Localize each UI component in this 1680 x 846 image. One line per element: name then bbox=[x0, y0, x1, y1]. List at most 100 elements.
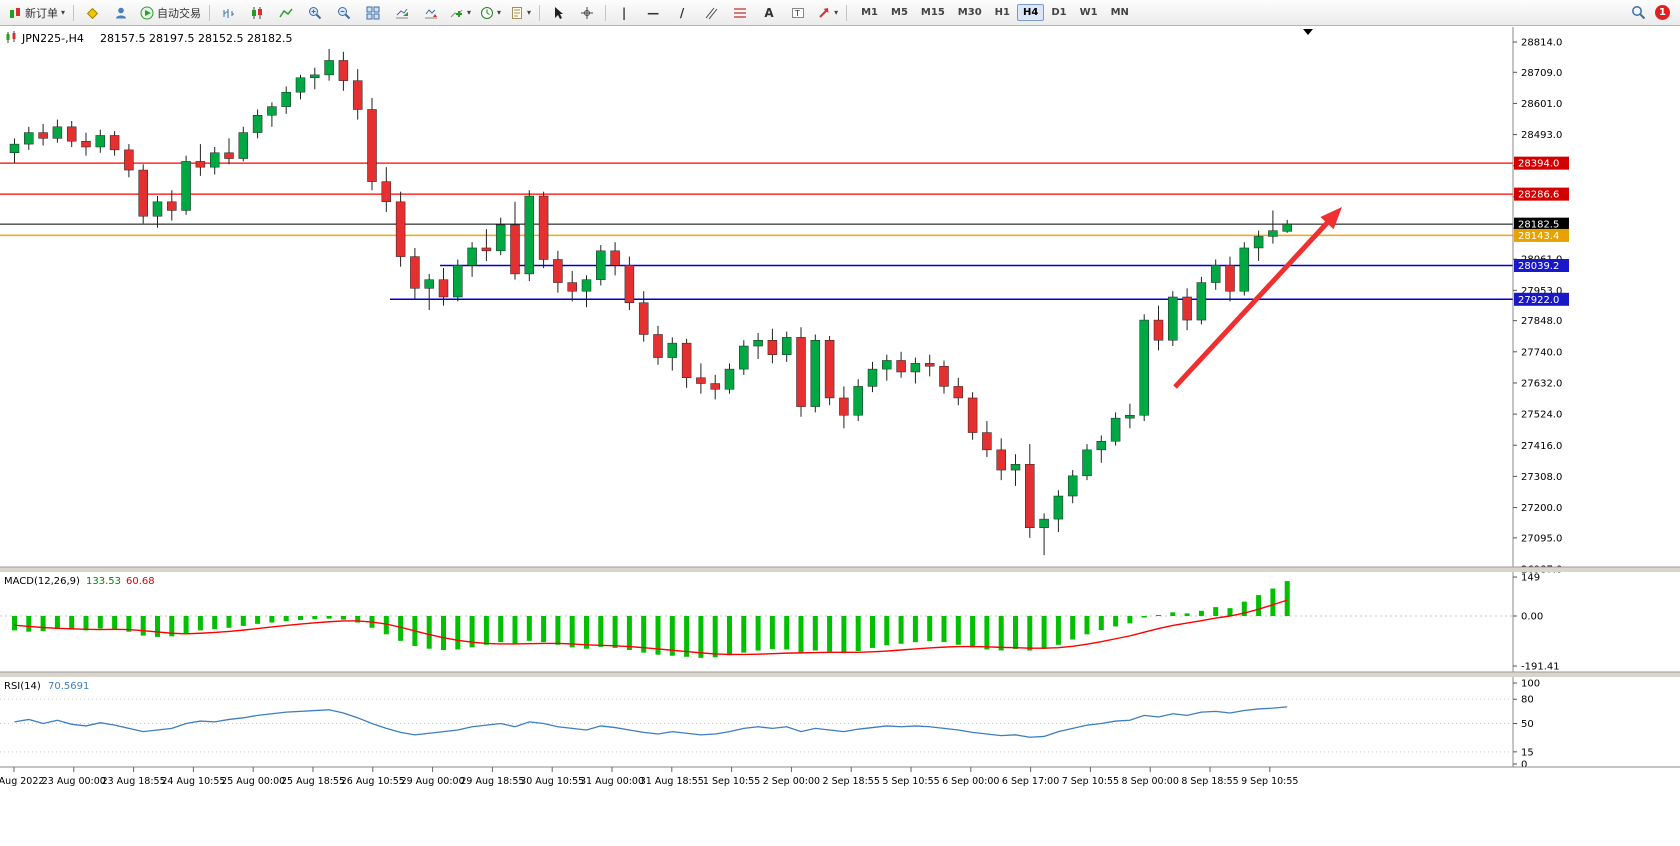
candle-body bbox=[953, 386, 964, 399]
time-label: 26 Aug 10:55 bbox=[341, 776, 405, 787]
macd-histogram-bar bbox=[169, 616, 175, 637]
macd-histogram-bar bbox=[798, 616, 804, 653]
vertical-line-tool-button[interactable]: | bbox=[610, 2, 638, 24]
chart-shift-marker[interactable] bbox=[1303, 29, 1313, 35]
indicators-button[interactable]: ▾ bbox=[446, 2, 475, 24]
candle-body bbox=[796, 337, 806, 407]
notification-badge[interactable]: 1 bbox=[1655, 5, 1670, 20]
trend-arrow-line[interactable] bbox=[1173, 221, 1329, 389]
auto-scroll-button[interactable] bbox=[388, 2, 416, 24]
bar-chart-button[interactable] bbox=[214, 2, 242, 24]
chart-area[interactable]: 28814.028709.028601.028493.028385.028277… bbox=[0, 27, 1680, 846]
community-button[interactable] bbox=[107, 2, 135, 24]
indicators-plus-icon bbox=[450, 9, 463, 17]
candle-body bbox=[124, 149, 134, 171]
timeframe-button-H4[interactable]: H4 bbox=[1017, 4, 1045, 21]
panel-separator[interactable] bbox=[0, 672, 1680, 677]
person-icon bbox=[116, 7, 127, 18]
timeframe-button-M30[interactable]: M30 bbox=[957, 7, 982, 18]
zoom-in-icon bbox=[309, 6, 322, 19]
fibonacci-tool-button[interactable] bbox=[726, 2, 754, 24]
candle-body bbox=[810, 340, 821, 407]
metaeditor-button[interactable] bbox=[78, 2, 106, 24]
macd-histogram-bar bbox=[555, 616, 561, 645]
autotrade-button[interactable]: 自动交易 bbox=[136, 2, 205, 24]
candle-body bbox=[1067, 475, 1078, 497]
channel-tool-button[interactable] bbox=[697, 2, 725, 24]
candle-body bbox=[1168, 296, 1178, 341]
timeframe-button-H1[interactable]: H1 bbox=[994, 7, 1010, 18]
price-badge bbox=[1514, 258, 1569, 272]
time-label: 5 Sep 10:55 bbox=[882, 776, 939, 787]
candle-body bbox=[853, 386, 863, 416]
text-label-tool-button[interactable]: T bbox=[784, 2, 812, 24]
chevron-down-icon: ▾ bbox=[467, 8, 472, 17]
macd-histogram-bar bbox=[126, 616, 132, 632]
zoom-in-button[interactable] bbox=[301, 2, 329, 24]
timeframe-button-M15[interactable]: M15 bbox=[920, 7, 945, 18]
candlestick-chart-button[interactable] bbox=[243, 2, 271, 24]
rsi-indicator-label: RSI(14) bbox=[4, 681, 41, 692]
text-tool-button[interactable]: A bbox=[755, 2, 783, 24]
candle-body bbox=[238, 132, 249, 159]
macd-histogram-bar bbox=[769, 616, 775, 649]
chart-shift-button[interactable] bbox=[417, 2, 445, 24]
new-order-button[interactable]: 新订单 ▾ bbox=[4, 2, 69, 24]
zoom-out-button[interactable] bbox=[330, 2, 358, 24]
candle-body bbox=[252, 115, 263, 133]
candle-body bbox=[109, 135, 120, 151]
candle-body bbox=[1039, 518, 1049, 529]
trendline-tool-button[interactable]: / bbox=[668, 2, 696, 24]
search-icon bbox=[1631, 6, 1645, 20]
horizontal-line-icon: — bbox=[647, 5, 660, 20]
timeframe-button-W1[interactable]: W1 bbox=[1079, 7, 1098, 18]
candle-body bbox=[996, 449, 1006, 471]
candle-body bbox=[739, 345, 749, 370]
candle-body bbox=[81, 140, 91, 148]
timeframe-button-MN[interactable]: MN bbox=[1110, 7, 1129, 18]
candle-body bbox=[1082, 449, 1092, 477]
macd-histogram-bar bbox=[1055, 616, 1061, 645]
candle-body bbox=[781, 337, 792, 355]
timeframe-button-M1[interactable]: M1 bbox=[861, 7, 878, 18]
candle-body bbox=[939, 365, 949, 387]
templates-button[interactable]: ▾ bbox=[506, 2, 535, 24]
macd-histogram-bar bbox=[884, 616, 890, 646]
macd-histogram-bar bbox=[984, 616, 990, 650]
macd-histogram-bar bbox=[912, 616, 918, 643]
candle-body bbox=[38, 132, 48, 139]
time-label: 25 Aug 18:55 bbox=[281, 776, 345, 787]
line-chart-button[interactable] bbox=[272, 2, 300, 24]
candle-body bbox=[310, 74, 320, 79]
macd-histogram-bar bbox=[970, 616, 976, 648]
macd-histogram-bar bbox=[598, 616, 604, 647]
panel-separator[interactable] bbox=[0, 567, 1680, 572]
candle-body bbox=[839, 397, 849, 416]
tile-windows-button[interactable] bbox=[359, 2, 387, 24]
search-button[interactable] bbox=[1624, 2, 1652, 24]
timeframe-button-D1[interactable]: D1 bbox=[1051, 7, 1067, 18]
candle-body bbox=[696, 377, 706, 384]
price-tick-label: 27416.0 bbox=[1521, 441, 1562, 452]
candle-body bbox=[1010, 464, 1021, 471]
candle-body bbox=[395, 201, 406, 257]
candle-body bbox=[824, 340, 835, 399]
chevron-down-icon: ▾ bbox=[61, 8, 66, 17]
candle-body bbox=[510, 224, 520, 275]
periods-button[interactable]: ▾ bbox=[476, 2, 505, 24]
crosshair-button[interactable] bbox=[573, 2, 601, 24]
candle-body bbox=[524, 195, 535, 275]
price-badge bbox=[1514, 217, 1569, 231]
autotrade-play-icon bbox=[140, 6, 154, 19]
macd-histogram-bar bbox=[1198, 610, 1204, 616]
arrows-tool-button[interactable]: ▾ bbox=[813, 2, 842, 24]
candle-body bbox=[1253, 236, 1264, 249]
candle-body bbox=[867, 368, 878, 387]
timeframe-button-M5[interactable]: M5 bbox=[891, 7, 908, 18]
time-label: 23 Aug 18:55 bbox=[102, 776, 166, 787]
macd-histogram-bar bbox=[755, 616, 761, 651]
cursor-button[interactable] bbox=[544, 2, 572, 24]
horizontal-line-tool-button[interactable]: — bbox=[639, 2, 667, 24]
time-label: 6 Sep 00:00 bbox=[942, 776, 999, 787]
candle-body bbox=[567, 282, 577, 292]
